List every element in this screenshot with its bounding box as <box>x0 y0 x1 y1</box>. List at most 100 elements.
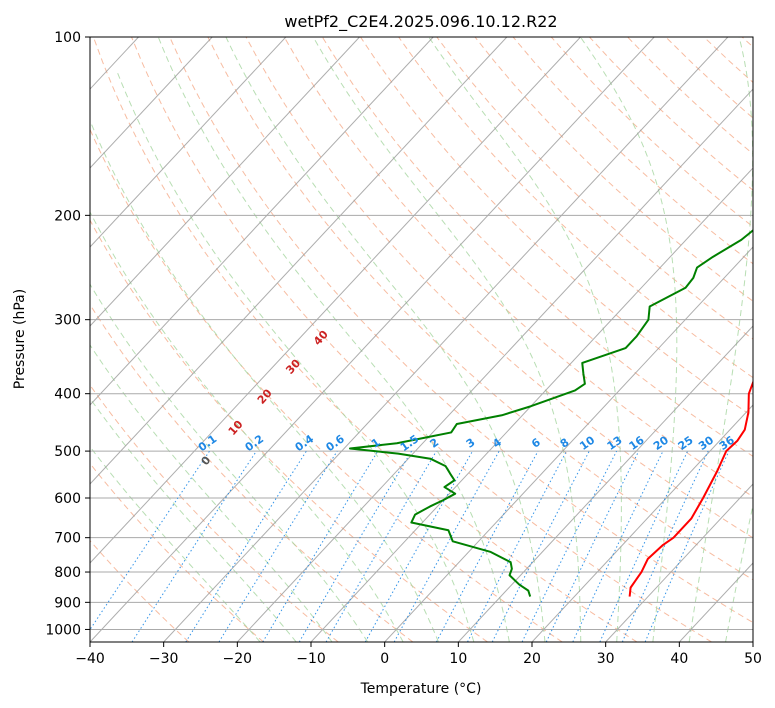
dry-adiabat-line <box>207 37 753 581</box>
x-tick-label: 0 <box>380 651 389 667</box>
mixing-ratio-label: 13 <box>605 434 625 453</box>
plot-frame <box>89 36 754 643</box>
dry-adiabat-line <box>321 37 753 457</box>
dry-adiabat-line <box>131 37 712 642</box>
mixing-ratio-line <box>90 450 210 631</box>
mixing-ratio-line <box>599 450 689 642</box>
x-tick-label: 50 <box>744 651 762 667</box>
mixing-ratio-line <box>131 450 257 642</box>
mixing-ratio-line <box>644 450 730 642</box>
x-tick-label: −10 <box>296 651 326 667</box>
y-tick-label: 800 <box>54 565 81 581</box>
y-tick-label: 100 <box>54 30 81 46</box>
x-tick-label: 10 <box>449 651 467 667</box>
dry-adiabat-line <box>90 539 190 642</box>
mixing-ratio-line <box>364 450 474 642</box>
dry-adiabat-line <box>90 128 563 642</box>
mixing-ratio-label: 30 <box>696 433 716 453</box>
mixing-ratio-label: 4 <box>490 436 504 451</box>
background-lines <box>0 37 753 642</box>
isotherm-line <box>163 37 729 642</box>
dry-adiabat-line <box>398 37 753 379</box>
moist-adiabat-line <box>225 37 546 642</box>
line-labels: 0.1 0.2 0.4 0.6 1 1.5 2 3 4 6 8 10 13 16 20 25 30 3601020… <box>196 328 737 468</box>
moist-adiabat-line <box>90 344 333 642</box>
mixing-ratio-label: 16 <box>627 433 647 453</box>
isotherm-line <box>605 483 753 642</box>
mixing-ratio-line <box>218 450 338 642</box>
dry-adiabat-line <box>703 37 753 84</box>
dry-adiabat-line <box>90 303 414 642</box>
temperature-profile-line <box>628 379 753 597</box>
y-tick-label: 900 <box>54 595 81 611</box>
mixing-ratio-label: 3 <box>464 436 478 451</box>
moist-adiabat-line <box>580 37 678 642</box>
x-tick-label: −40 <box>75 651 105 667</box>
mixing-ratio-line <box>435 450 539 642</box>
x-tick-label: 40 <box>670 651 688 667</box>
profile-lines <box>349 229 753 597</box>
y-tick-label: 600 <box>54 491 81 507</box>
moist-adiabat-line <box>688 37 753 642</box>
mixing-ratio-label: 25 <box>676 434 696 453</box>
isotherm-line <box>90 37 287 248</box>
mixing-ratio-label: 20 <box>651 433 671 453</box>
mixing-ratio-line <box>393 450 500 642</box>
dry-adiabat-label: 30 <box>283 356 303 376</box>
dry-adiabat-line <box>436 37 753 340</box>
dry-adiabat-line <box>665 37 753 119</box>
mixing-ratio-line <box>491 450 590 642</box>
mixing-ratio-label: 6 <box>529 436 543 451</box>
isotherm-line <box>310 167 753 642</box>
dry-adiabat-line <box>245 37 753 539</box>
dry-adiabat-label: 20 <box>255 386 275 406</box>
x-tick-label: 30 <box>597 651 615 667</box>
dry-adiabat-line <box>474 37 753 302</box>
isotherm-line <box>384 246 753 642</box>
mixing-ratio-line <box>262 450 379 642</box>
x-tick-label: −30 <box>149 651 179 667</box>
isotherm-line <box>90 37 508 485</box>
isotherm-line <box>90 37 213 169</box>
mixing-ratio-line <box>621 450 709 642</box>
isotherm-line <box>457 325 753 642</box>
axes: −40 −30 −20 −10 0 10 20 30 40 50 100 200 300 400 500 60… <box>45 30 762 667</box>
mixing-ratio-line <box>467 450 568 642</box>
y-tick-label: 700 <box>54 531 81 547</box>
dry-adiabat-label: 40 <box>311 328 331 348</box>
y-tick-label: 200 <box>54 208 81 224</box>
mixing-ratio-line <box>185 450 307 642</box>
isotherm-line <box>0 37 65 642</box>
dry-adiabat-label: 10 <box>226 418 246 438</box>
isotherm-line <box>90 37 655 642</box>
isotherm-line <box>531 404 753 642</box>
x-axis-label: Temperature (°C) <box>360 681 482 697</box>
isotherm-line <box>90 37 360 327</box>
moist-adiabat-line <box>90 283 369 642</box>
mixing-ratio-label: 10 <box>577 433 597 453</box>
isotherm-line <box>90 37 434 406</box>
dry-adiabat-line <box>741 37 753 48</box>
isotherm-line <box>752 641 753 642</box>
moist-adiabat-line <box>117 72 475 642</box>
y-tick-label: 1000 <box>45 622 81 638</box>
dry-adiabat-line <box>92 37 638 642</box>
dry-adiabat-line <box>169 37 753 624</box>
dry-adiabat-line <box>512 37 753 265</box>
mixing-ratio-line <box>572 450 664 642</box>
y-tick-label: 500 <box>54 444 81 460</box>
y-tick-label: 400 <box>54 387 81 403</box>
dry-adiabat-line <box>90 462 264 642</box>
chart-title: wetPf2_C2E4.2025.096.10.12.R22 <box>284 12 557 32</box>
moist-adiabat-line <box>725 502 753 642</box>
x-tick-label: 20 <box>523 651 541 667</box>
dry-adiabat-line <box>90 219 488 642</box>
y-axis-label: Pressure (hPa) <box>12 289 28 389</box>
moist-adiabat-line <box>157 37 510 642</box>
isotherm-line <box>236 88 753 642</box>
y-tick-label: 300 <box>54 313 81 329</box>
mixing-ratio-line <box>298 450 413 642</box>
mixing-ratio-line <box>521 450 618 642</box>
